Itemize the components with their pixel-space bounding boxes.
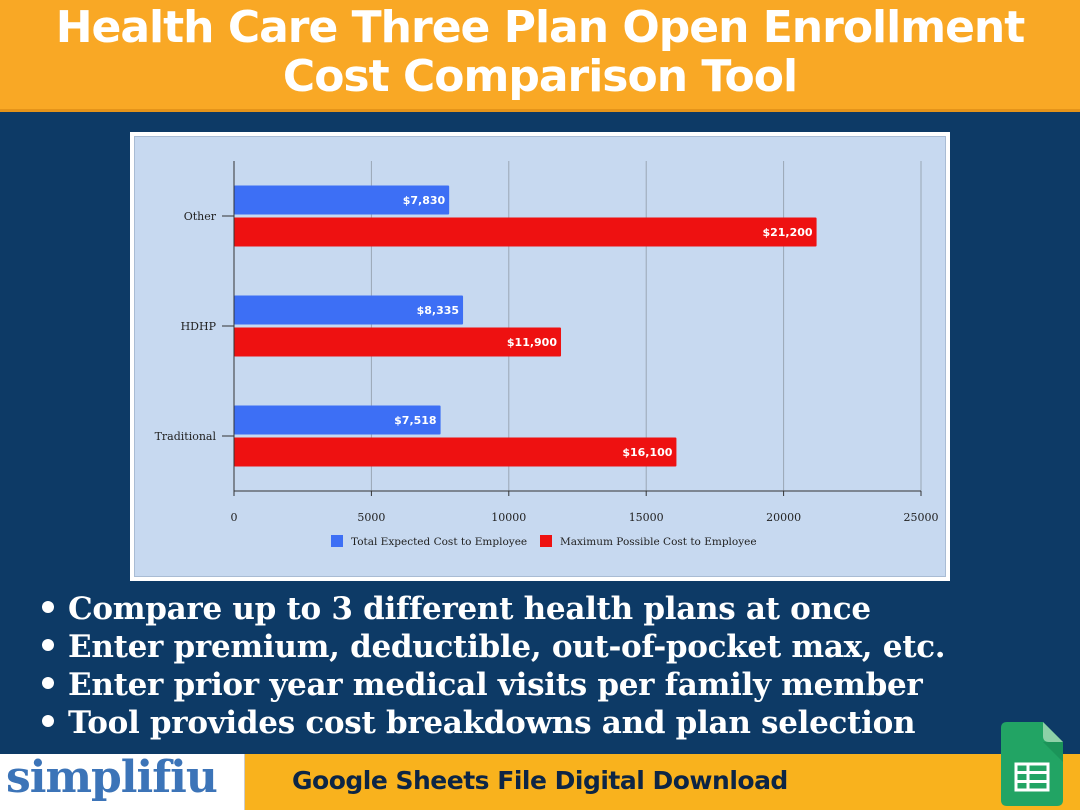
bar <box>234 185 450 215</box>
y-tick-label: Traditional <box>155 430 217 443</box>
feature-text: Compare up to 3 different health plans a… <box>68 591 871 627</box>
y-tick-label: HDHP <box>181 320 217 333</box>
cost-comparison-chart: $7,830$21,200$8,335$11,900$7,518$16,100 … <box>134 136 946 577</box>
google-sheets-icon <box>1001 722 1063 806</box>
bar-value-label: $7,830 <box>403 194 446 207</box>
bar-value-label: $16,100 <box>622 446 672 459</box>
title-banner: Health Care Three Plan Open Enrollment C… <box>0 0 1080 112</box>
legend-label: Maximum Possible Cost to Employee <box>560 536 757 548</box>
bar-value-label: $11,900 <box>507 336 557 349</box>
bar <box>234 327 562 357</box>
bar <box>234 437 677 467</box>
feature-item: Enter prior year medical visits per fami… <box>42 666 1042 704</box>
bar <box>234 405 441 435</box>
legend-label: Total Expected Cost to Employee <box>351 536 527 548</box>
x-tick-label: 20000 <box>766 511 801 524</box>
bullet-dot <box>42 638 54 651</box>
x-tick-label: 25000 <box>904 511 939 524</box>
legend-swatch <box>540 535 552 547</box>
page-title-line-1: Health Care Three Plan Open Enrollment <box>55 2 1026 53</box>
bar <box>234 217 817 247</box>
footer-tagline: Google Sheets File Digital Download <box>292 766 788 795</box>
footer-bar: simplifiu Google Sheets File Digital Dow… <box>0 752 1080 810</box>
chart-frame: $7,830 $21,200 $8,335 $11,900 $7,518 $16,100 … <box>130 132 950 581</box>
feature-item: Enter premium, deductible, out-of-pocket… <box>42 628 1042 666</box>
feature-text: Enter premium, deductible, out-of-pocket… <box>68 629 946 665</box>
brand-logo: simplifiu <box>6 752 218 803</box>
y-tick-label: Other <box>184 210 217 223</box>
brand-logo-box: simplifiu <box>0 752 245 810</box>
feature-list: Compare up to 3 different health plans a… <box>42 590 1042 742</box>
bar-value-label: $21,200 <box>762 226 812 239</box>
bar-value-label: $8,335 <box>417 304 459 317</box>
bullet-dot <box>42 600 54 613</box>
legend-swatch <box>331 535 343 547</box>
feature-item: Compare up to 3 different health plans a… <box>42 590 1042 628</box>
x-tick-label: 10000 <box>491 511 526 524</box>
x-tick-label: 5000 <box>357 511 385 524</box>
bar-value-label: $7,518 <box>394 414 436 427</box>
bullet-dot <box>42 714 54 727</box>
feature-text: Tool provides cost breakdowns and plan s… <box>68 705 916 741</box>
bar <box>234 295 464 325</box>
x-tick-label: 0 <box>231 511 238 524</box>
bullet-dot <box>42 676 54 689</box>
feature-item: Tool provides cost breakdowns and plan s… <box>42 704 1042 742</box>
page-title-line-2: Cost Comparison Tool <box>282 51 798 102</box>
feature-text: Enter prior year medical visits per fami… <box>68 667 923 703</box>
x-tick-label: 15000 <box>629 511 664 524</box>
